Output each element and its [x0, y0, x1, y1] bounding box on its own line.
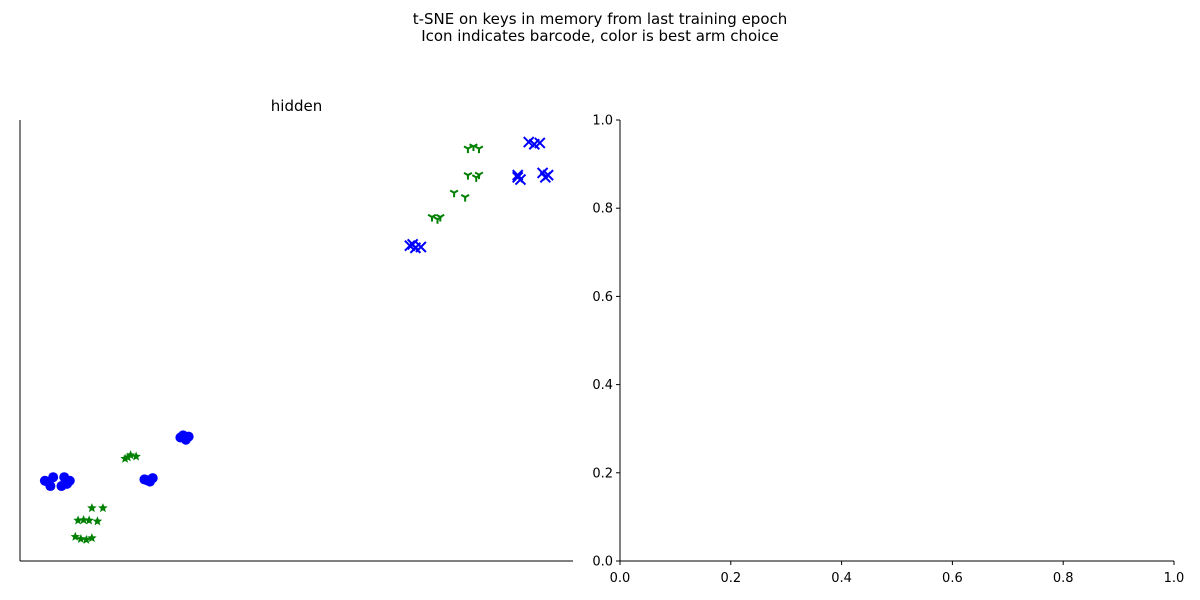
point-x-blue [539, 171, 552, 184]
point-tri-down-green [463, 145, 473, 154]
y-tick-label: 0.4 [592, 378, 613, 393]
right-axes: 0.0 0.2 0.4 0.6 0.8 1.0 0.0 0.2 0.4 0.6 0.8 1.0 [592, 114, 1184, 587]
x-tick-label: 1.0 [1164, 571, 1185, 586]
point-star-green [84, 515, 94, 525]
point-tri-down-green [474, 145, 484, 154]
y-tick-label: 0.6 [592, 290, 613, 305]
left-axes [19, 120, 573, 562]
point-star-green [78, 514, 89, 525]
point-tri-down-green [460, 194, 470, 202]
point-circle-blue [39, 475, 50, 486]
x-tick-label: 0.0 [610, 571, 631, 586]
point-star-green [120, 453, 130, 463]
point-x-blue [534, 137, 546, 149]
y-tick-label: 0.2 [592, 466, 613, 481]
point-circle-blue [56, 481, 67, 492]
x-tick-label: 0.2 [720, 571, 741, 586]
left-axes-title: hidden [270, 97, 323, 115]
point-star-green [123, 452, 133, 462]
point-tri-down-green [435, 213, 445, 222]
figure-title-line-2: Icon indicates barcode, color is best ar… [421, 27, 779, 45]
figure-title-line-1: t-SNE on keys in memory from last traini… [412, 10, 788, 28]
point-star-green [81, 534, 92, 544]
point-tri-down-green [474, 171, 484, 180]
point-star-green [76, 533, 86, 543]
point-star-green [92, 516, 103, 526]
point-tri-down-green [463, 172, 473, 180]
point-star-green [73, 515, 83, 525]
point-x-blue [406, 238, 419, 251]
point-star-green [131, 451, 141, 461]
point-star-green [87, 533, 97, 543]
point-star-green [98, 503, 108, 513]
point-star-green [125, 450, 136, 460]
y-tick-label: 1.0 [592, 114, 613, 129]
point-star-green [87, 503, 97, 513]
point-circle-blue [48, 472, 59, 483]
x-tick-label: 0.8 [1053, 571, 1074, 586]
point-tri-down-green [427, 213, 437, 222]
point-x-blue [511, 171, 524, 184]
point-circle-blue [178, 430, 189, 441]
x-tick-label: 0.6 [942, 571, 963, 586]
y-tick-label: 0.8 [592, 202, 613, 217]
point-tri-down-green [469, 143, 478, 151]
point-x-blue [415, 241, 427, 253]
point-circle-blue [142, 475, 153, 486]
y-tick-label: 0.0 [592, 555, 613, 570]
point-star-green [70, 531, 81, 541]
point-tri-down-green [449, 189, 459, 198]
x-tick-label: 0.4 [831, 571, 852, 586]
